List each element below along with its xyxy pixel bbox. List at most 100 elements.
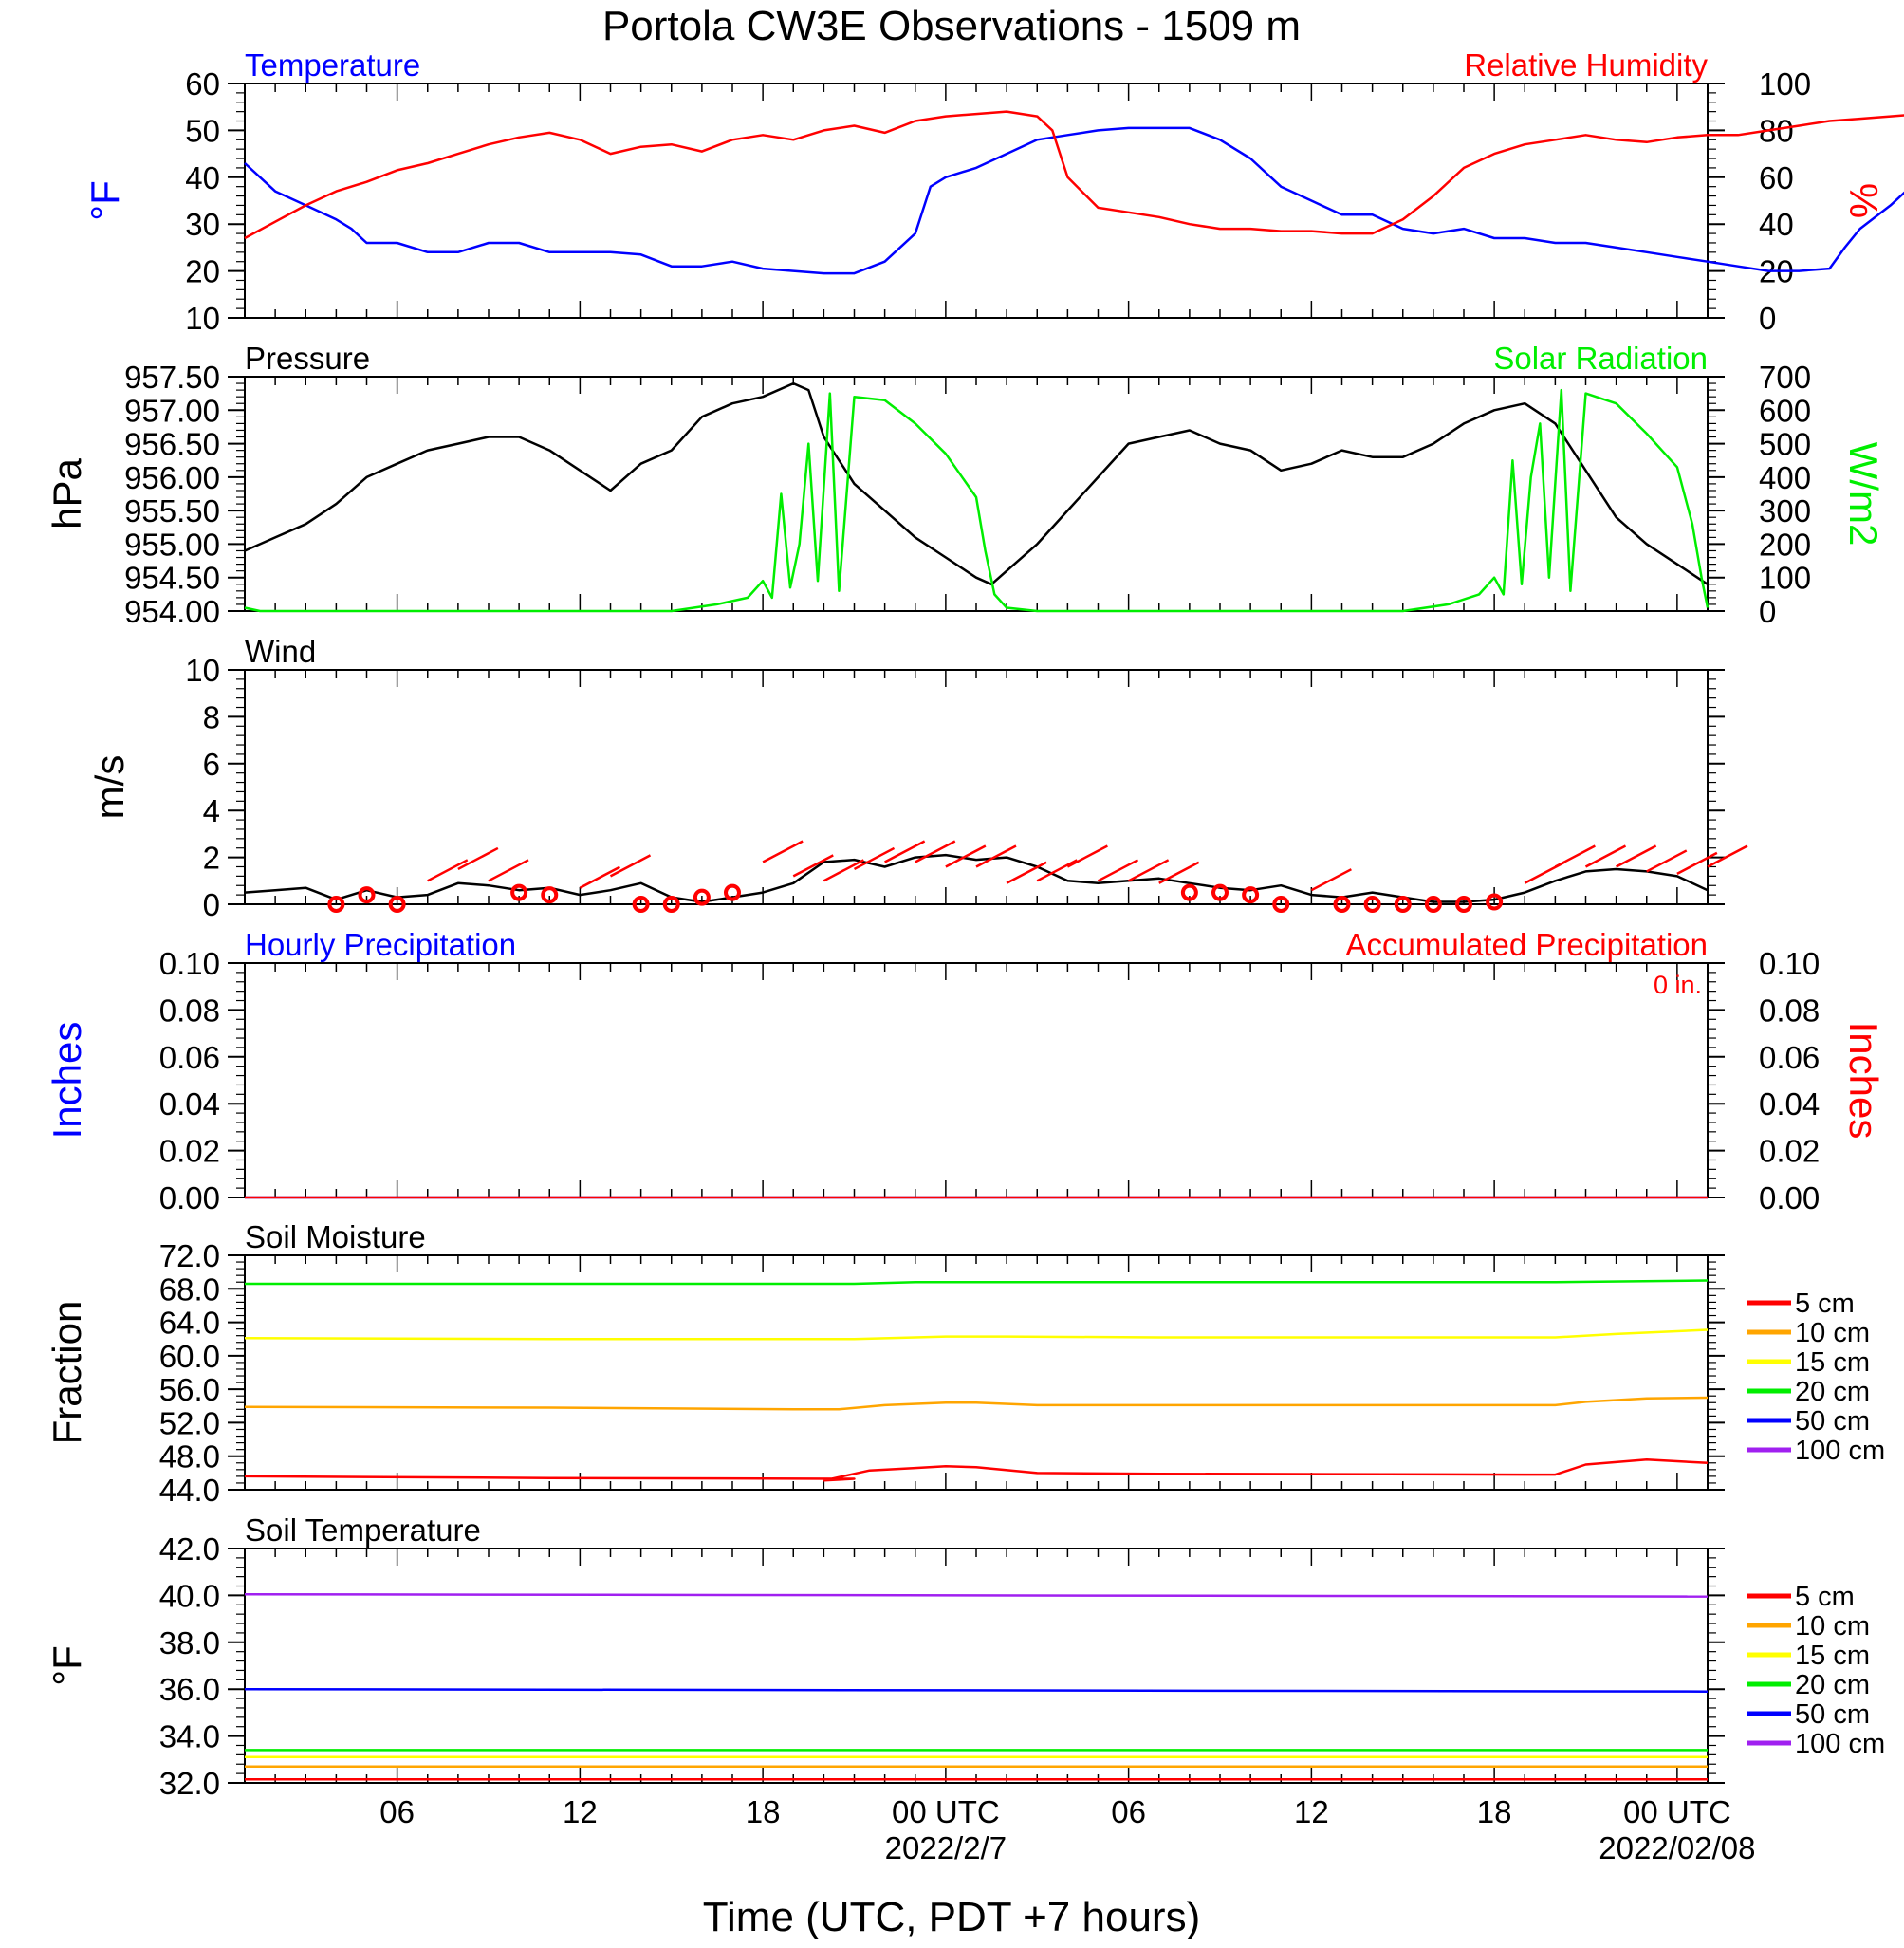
wind-barb <box>611 855 651 876</box>
y-right-tick-label: 0.08 <box>1759 993 1820 1028</box>
panel-left-label: Temperature <box>245 47 420 83</box>
panel-left-label: Hourly Precipitation <box>245 927 516 962</box>
plot-frame <box>245 670 1708 904</box>
y-left-tick-label: 10 <box>185 653 220 688</box>
y-right-tick-label: 400 <box>1759 460 1811 495</box>
legend-label: 15 cm <box>1795 1347 1870 1378</box>
legend-label: 10 cm <box>1795 1318 1870 1348</box>
y-right-tick-label: 0.02 <box>1759 1134 1820 1169</box>
y-right-tick-label: 700 <box>1759 360 1811 395</box>
legend-label: 50 cm <box>1795 1406 1870 1437</box>
x-tick-label: 06 <box>379 1794 415 1829</box>
panel-soil-temperature: 32.0 34.0 36.0 38.0 40.0 42.0 Soil Temperature… <box>45 1512 1885 1801</box>
series-line-10-cm <box>245 1398 1708 1409</box>
y-right-tick-label: 0.00 <box>1759 1180 1820 1215</box>
plot-frame <box>245 1549 1708 1783</box>
wind-barb <box>793 855 833 876</box>
y-right-tick-label: 0 <box>1759 301 1776 336</box>
y-right-axis-title: Inches <box>1841 1022 1886 1140</box>
panel-temperature-humidity: 102030405060020406080100Temperature Relat… <box>83 47 1904 336</box>
wind-barb <box>1099 860 1138 881</box>
y-right-tick-label: 0.04 <box>1759 1086 1820 1122</box>
panel-precipitation: 0.00 0.02 0.04 0.06 0.08 0.10 0.00 0.02 0.04 0.06… <box>45 927 1886 1215</box>
y-left-tick-label: 10 <box>185 301 220 336</box>
y-left-tick-label: 0.08 <box>159 993 220 1028</box>
y-left-tick-label: 955.50 <box>124 493 220 529</box>
y-left-tick-label: 954.00 <box>124 594 220 629</box>
panel-right-label: Accumulated Precipitation <box>1345 927 1708 962</box>
legend-label: 100 cm <box>1795 1436 1885 1466</box>
series-line-left-0 <box>245 383 1708 584</box>
y-left-axis-title: °F <box>83 180 127 220</box>
chart-title: Portola CW3E Observations - 1509 m <box>602 3 1301 49</box>
y-left-tick-label: 8 <box>203 699 220 734</box>
y-right-tick-label: 300 <box>1759 493 1811 529</box>
y-right-tick-label: 200 <box>1759 527 1811 562</box>
y-left-tick-label: 40 <box>185 160 220 195</box>
x-tick-label: 00 UTC <box>892 1794 1000 1829</box>
plot-frame <box>245 963 1708 1197</box>
y-left-tick-label: 42.0 <box>159 1531 220 1567</box>
wind-barb <box>915 842 955 863</box>
panel-pressure-solar: 954.00954.50955.00955.50956.00956.50957.… <box>45 341 1886 629</box>
y-left-axis-title: Fraction <box>45 1301 89 1445</box>
series-line-100-cm <box>245 1594 1708 1596</box>
y-left-tick-label: 0.00 <box>159 1180 220 1215</box>
x-date-label: 2022/2/7 <box>885 1830 1007 1865</box>
wind-barb <box>1647 850 1687 871</box>
wind-barb <box>1159 863 1199 883</box>
y-right-tick-label: 0 <box>1759 594 1776 629</box>
y-right-tick-label: 60 <box>1759 160 1794 195</box>
y-right-tick-label: 0.06 <box>1759 1040 1820 1075</box>
y-left-tick-label: 72.0 <box>159 1238 220 1273</box>
wind-barb <box>1311 869 1351 890</box>
wind-barb <box>763 842 803 863</box>
wind-barb <box>885 842 925 863</box>
legend-label: 50 cm <box>1795 1699 1870 1730</box>
y-left-tick-label: 956.00 <box>124 460 220 495</box>
legend-label: 20 cm <box>1795 1377 1870 1407</box>
y-left-tick-label: 38.0 <box>159 1625 220 1660</box>
wind-barb <box>1129 860 1169 881</box>
y-left-tick-label: 957.50 <box>124 360 220 395</box>
series-line-right-1 <box>245 109 1904 238</box>
plot-frame <box>245 83 1708 318</box>
panel-right-label: Relative Humidity <box>1464 47 1708 83</box>
legend-label: 20 cm <box>1795 1670 1870 1700</box>
y-left-tick-label: 956.50 <box>124 427 220 462</box>
y-right-tick-label: 40 <box>1759 207 1794 242</box>
y-left-tick-label: 0 <box>203 887 220 922</box>
y-left-tick-label: 20 <box>185 254 220 289</box>
y-left-tick-label: 50 <box>185 113 220 148</box>
legend-label: 5 cm <box>1795 1289 1855 1319</box>
y-right-axis-title: W/m2 <box>1841 442 1886 547</box>
panel-right-label: Solar Radiation <box>1493 341 1708 376</box>
wind-barb <box>580 867 619 888</box>
y-left-tick-label: 60.0 <box>159 1339 220 1374</box>
x-tick-label: 18 <box>1477 1794 1512 1829</box>
wind-barb <box>1067 845 1107 866</box>
y-left-tick-label: 68.0 <box>159 1271 220 1307</box>
x-tick-label: 00 UTC <box>1623 1794 1731 1829</box>
y-right-tick-label: 100 <box>1759 561 1811 596</box>
panel-wind: 0 2 4 6 8 10 Wind m/s <box>87 634 1747 922</box>
series-line-20-cm <box>245 1281 1708 1285</box>
series-line-50-cm <box>245 1689 1708 1692</box>
x-tick-label: 06 <box>1111 1794 1146 1829</box>
y-left-tick-label: 6 <box>203 747 220 782</box>
y-left-tick-label: 0.04 <box>159 1086 220 1122</box>
y-left-tick-label: 957.00 <box>124 393 220 428</box>
panel-left-label: Soil Temperature <box>245 1512 481 1548</box>
y-left-tick-label: 0.02 <box>159 1134 220 1169</box>
y-left-tick-label: 44.0 <box>159 1473 220 1508</box>
wind-barb <box>976 845 1016 866</box>
legend-label: 10 cm <box>1795 1611 1870 1642</box>
x-tick-label: 12 <box>563 1794 598 1829</box>
legend-label: 15 cm <box>1795 1641 1870 1671</box>
y-left-tick-label: 36.0 <box>159 1672 220 1707</box>
wind-barb <box>1617 845 1656 866</box>
legend-label: 100 cm <box>1795 1729 1885 1759</box>
y-right-tick-label: 0.10 <box>1759 946 1820 981</box>
